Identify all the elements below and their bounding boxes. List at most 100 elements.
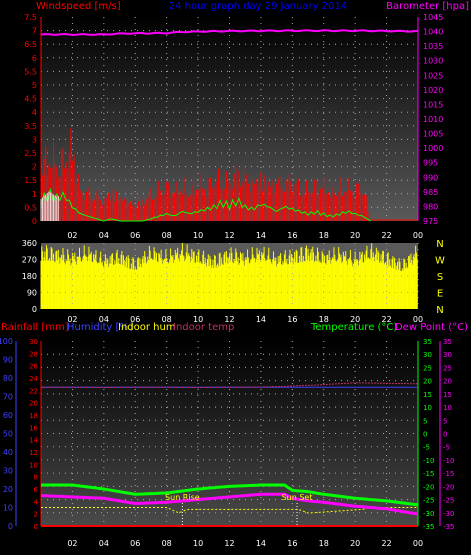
- wind-y-tick: 5.5: [24, 67, 37, 76]
- temperature-y-tick: 10: [423, 404, 432, 412]
- temp-x-tick: 12: [224, 539, 234, 548]
- dewpoint-y-tick: 5: [443, 417, 447, 425]
- humidity-y-tick: 10: [3, 504, 13, 513]
- temperature-y-tick: -30: [423, 510, 434, 518]
- wind-x-tick: 14: [256, 231, 266, 240]
- wind-y-tick: 0: [32, 217, 37, 226]
- dewpoint-y-tick: -15: [443, 470, 454, 478]
- wind-x-tick: 18: [319, 231, 329, 240]
- dewpoint-y-tick: -25: [443, 497, 454, 505]
- temp-x-tick: 22: [381, 539, 391, 548]
- rainfall-y-tick: 6: [34, 486, 39, 494]
- sunrise-label: Sun Rise: [165, 493, 200, 502]
- temperature-y-tick: 35: [423, 338, 432, 346]
- direction-y-tick: 0: [32, 305, 37, 314]
- compass-label: N: [436, 239, 443, 250]
- direction-y-tick: 270: [22, 256, 37, 265]
- rainfall-y-tick: 22: [29, 387, 38, 395]
- humidity-y-tick: 40: [3, 448, 13, 457]
- wind-y-tick: 1: [32, 190, 37, 199]
- rainfall-y-tick: 4: [34, 498, 39, 506]
- wind-y-tick: 2: [32, 163, 37, 172]
- barometer-y-tick: 990: [423, 173, 438, 182]
- temp-x-tick: 06: [130, 539, 140, 548]
- windspeed-label: Windspeed [m/s]: [36, 1, 121, 12]
- temperature-y-tick: -10: [423, 457, 434, 465]
- dewpoint-y-tick: 30: [443, 351, 452, 359]
- wind-y-tick: 7: [32, 27, 37, 36]
- dewpoint-y-tick: 25: [443, 364, 452, 372]
- rainfall-y-tick: 12: [29, 449, 38, 457]
- wind-y-tick: 3: [32, 135, 37, 144]
- rainfall-y-tick: 8: [34, 474, 38, 482]
- dewpoint-y-tick: -5: [443, 444, 450, 452]
- direction-x-tick: 14: [256, 315, 266, 324]
- temp-x-tick: 10: [193, 539, 203, 548]
- compass-label: N: [436, 305, 443, 316]
- wind-x-tick: 10: [193, 231, 203, 240]
- wind-x-tick: 12: [224, 231, 234, 240]
- temp-x-tick: 08: [162, 539, 172, 548]
- direction-x-tick: 00: [413, 315, 423, 324]
- temperature-line: [41, 483, 419, 507]
- humidity-y-tick: 30: [3, 467, 13, 476]
- indoor-hum-label: Indoor hum: [118, 322, 176, 333]
- barometer-y-tick: 1015: [423, 100, 443, 109]
- wind-y-tick: 3.5: [24, 122, 37, 131]
- rainfall-y-tick: 2: [34, 511, 38, 519]
- temp-x-tick: 18: [319, 539, 329, 548]
- humidity-y-tick: 20: [3, 485, 13, 494]
- wind-y-tick: 7.5: [24, 13, 37, 22]
- indoor-temp-label: Indoor temp: [173, 322, 234, 333]
- rainfall-y-tick: 20: [29, 400, 38, 408]
- barometer-y-tick: 985: [423, 188, 438, 197]
- wind-x-tick: 02: [67, 231, 77, 240]
- direction-x-tick: 20: [350, 315, 360, 324]
- dewpoint-label: Dew Point (°C): [395, 322, 468, 333]
- dewpoint-y-tick: -30: [443, 510, 454, 518]
- humidity-y-tick: 100: [0, 337, 13, 346]
- dewpoint-y-tick: 15: [443, 391, 452, 399]
- direction-x-tick: 18: [319, 315, 329, 324]
- barometer-y-tick: 1045: [423, 13, 443, 22]
- humidity-label: Humidity [%]: [67, 322, 133, 333]
- compass-label: E: [437, 289, 443, 300]
- wind-y-tick: 1.5: [24, 176, 37, 185]
- temperature-y-tick: 30: [423, 351, 432, 359]
- wind-x-tick: 04: [99, 231, 109, 240]
- temp-x-tick: 14: [256, 539, 266, 548]
- dewpoint-y-tick: -20: [443, 483, 454, 491]
- rainfall-y-tick: 10: [29, 461, 38, 469]
- dewpoint-y-tick: 0: [443, 431, 447, 439]
- wind-y-tick: 4.5: [24, 95, 37, 104]
- direction-x-tick: 06: [130, 315, 140, 324]
- wind-y-tick: 4: [32, 108, 37, 117]
- temperature-y-tick: 0: [423, 431, 427, 439]
- barometer-line: [40, 29, 419, 36]
- direction-x-tick: 04: [99, 315, 109, 324]
- dewpoint-y-tick: 10: [443, 404, 452, 412]
- temperature-y-tick: -5: [423, 444, 430, 452]
- barometer-y-tick: 1000: [423, 144, 443, 153]
- humidity-y-tick: 50: [3, 430, 13, 439]
- wind-y-tick: 0.5: [24, 203, 37, 212]
- dewpoint-y-tick: -35: [443, 523, 454, 531]
- direction-y-tick: 180: [22, 272, 37, 281]
- wind-y-tick: 5: [32, 81, 37, 90]
- barometer-y-tick: 1010: [423, 115, 443, 124]
- direction-y-tick: 360: [22, 239, 37, 248]
- graph-title: 24 hour graph day 29 January 2014: [169, 1, 347, 12]
- rainfall-y-tick: 26: [29, 363, 38, 371]
- rainfall-y-tick: 14: [29, 437, 38, 445]
- direction-y-tick: 90: [27, 289, 37, 298]
- dewpoint-line: [40, 492, 419, 516]
- direction-x-tick: 16: [287, 315, 297, 324]
- dewpoint-y-tick: 35: [443, 338, 452, 346]
- wind-x-tick: 22: [381, 231, 391, 240]
- temperature-y-tick: -20: [423, 483, 434, 491]
- barometer-y-tick: 1005: [423, 130, 443, 139]
- direction-x-tick: 08: [162, 315, 172, 324]
- humidity-y-tick: 60: [3, 411, 13, 420]
- temp-x-tick: 20: [350, 539, 360, 548]
